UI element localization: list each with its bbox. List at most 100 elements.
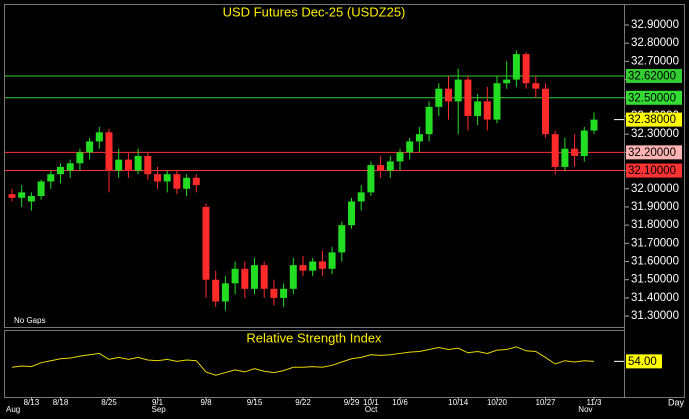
candle-body	[27, 196, 35, 202]
candle-body	[445, 88, 452, 102]
level-label: 32.62000	[628, 70, 676, 82]
candle-body	[493, 83, 501, 120]
x-tick-label: 9/29	[344, 398, 360, 407]
candle-body	[37, 181, 45, 197]
level-box	[626, 90, 682, 105]
candle-body	[338, 225, 346, 253]
candle-body	[474, 101, 482, 116]
y-tick-label: 31.90000	[631, 201, 679, 213]
y-tick-label: 31.50000	[631, 274, 679, 286]
x-tick-label: 11/3	[587, 398, 603, 407]
level-box	[626, 68, 682, 83]
candle-body	[134, 155, 142, 171]
candle-body	[115, 159, 123, 171]
y-tick-label: 31.30000	[631, 310, 679, 322]
candle-body	[561, 148, 569, 167]
candle-body	[532, 83, 540, 89]
candle-body	[86, 141, 94, 153]
candle-body	[483, 101, 491, 120]
candle-body	[396, 152, 404, 162]
x-tick-label: 8/13	[24, 398, 40, 407]
candle-body	[280, 288, 288, 298]
candle-body	[503, 79, 511, 84]
x-tick-label: 9/22	[295, 398, 311, 407]
candle-body	[192, 177, 200, 186]
level-box	[626, 163, 682, 178]
candle-body	[8, 194, 16, 198]
candle-body	[270, 288, 278, 298]
y-tick-label: 31.60000	[631, 256, 679, 268]
x-tick-label: 10/20	[487, 398, 508, 407]
interval-label: Day	[668, 397, 685, 407]
candle-body	[124, 159, 132, 171]
x-tick-label: 9/1	[152, 398, 164, 407]
rsi-box	[626, 354, 662, 369]
x-tick-label: 10/27	[535, 398, 556, 407]
y-tick-label: 32.00000	[631, 183, 679, 195]
x-tick-label: 9/15	[247, 398, 263, 407]
candle-body	[328, 252, 336, 269]
month-label: Sep	[152, 405, 167, 414]
level-box	[626, 145, 682, 160]
candle-body	[47, 174, 55, 182]
candle-body	[425, 106, 433, 135]
last-price-box	[626, 112, 682, 127]
candle-body	[580, 130, 588, 156]
x-tick-label: 10/14	[448, 398, 469, 407]
annotation: No Gaps	[14, 316, 46, 325]
candle-body	[590, 119, 598, 131]
candle-body	[154, 174, 161, 182]
y-tick-label: 32.70000	[631, 55, 679, 67]
month-label: Nov	[578, 405, 592, 414]
candle-body	[348, 201, 355, 226]
y-tick-label: 31.70000	[631, 237, 679, 249]
rsi-panel	[4, 330, 625, 398]
candle-body	[289, 265, 297, 289]
candle-body	[202, 206, 210, 280]
last-price-label: 32.38000	[628, 114, 676, 126]
candle-body	[512, 54, 520, 80]
candle-body	[144, 155, 152, 175]
x-tick-label: 10/6	[392, 398, 408, 407]
x-tick-label: 10/1	[363, 398, 379, 407]
candle-body	[76, 152, 84, 164]
rsi-line	[11, 346, 595, 376]
month-label: Aug	[6, 405, 20, 414]
y-tick-label: 32.30000	[631, 128, 679, 140]
candle-body	[542, 88, 549, 135]
level-label: 32.50000	[628, 92, 676, 104]
candle-body	[212, 279, 220, 302]
candle-body	[571, 148, 579, 156]
month-label: Oct	[365, 405, 378, 414]
y-tick-label: 31.80000	[631, 219, 679, 231]
candle-body	[309, 261, 317, 271]
axis-panel	[624, 4, 685, 398]
y-tick-label: 32.80000	[631, 37, 679, 49]
candle-body	[57, 166, 64, 175]
candle-body	[454, 79, 462, 102]
candle-body	[377, 165, 385, 171]
candle-body	[522, 54, 530, 84]
price-panel	[4, 4, 625, 328]
chart-title: USD Futures Dec-25 (USDZ25)	[223, 4, 406, 19]
candle-body	[163, 174, 171, 182]
candle-body	[183, 177, 191, 189]
candle-body	[318, 261, 326, 269]
y-tick-label: 32.90000	[631, 19, 679, 31]
candle-body	[66, 163, 74, 171]
candle-body	[95, 132, 103, 142]
candle-body	[231, 268, 239, 284]
rsi-value-label: 54.00	[628, 356, 657, 368]
level-label: 32.20000	[628, 147, 676, 159]
candle-body	[367, 165, 375, 193]
x-tick-label: 8/18	[53, 398, 69, 407]
candle-body	[551, 134, 559, 167]
candle-body	[260, 265, 268, 289]
candle-body	[464, 79, 472, 116]
y-tick-label: 31.40000	[631, 292, 679, 304]
candle-body	[221, 283, 229, 302]
candle-body	[105, 132, 113, 171]
candle-body	[251, 265, 258, 289]
candle-body	[241, 268, 249, 289]
